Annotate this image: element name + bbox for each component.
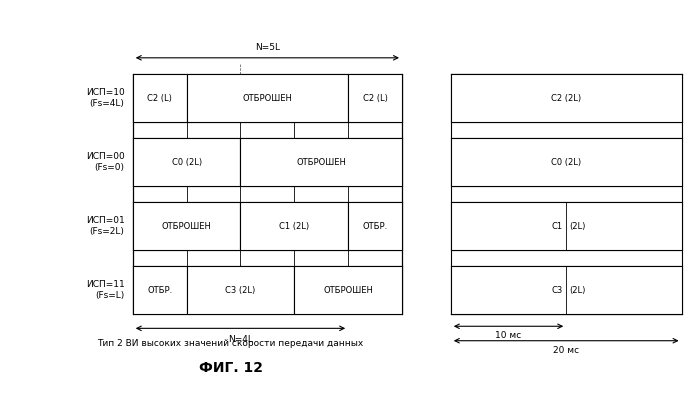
Bar [451,202,682,250]
Bar [451,266,682,314]
Text: C0 (2L): C0 (2L) [551,158,582,166]
Text: ИСП=10
(Fs=4L): ИСП=10 (Fs=4L) [86,88,124,108]
Text: ОТБРОШЕН: ОТБРОШЕН [323,286,373,294]
Bar [133,266,187,314]
Bar [133,202,240,250]
Text: ФИГ. 12: ФИГ. 12 [199,361,263,375]
Text: ОТБРОШЕН: ОТБРОШЕН [161,222,212,230]
Text: C2 (2L): C2 (2L) [551,94,582,102]
Text: ИСП=00
(Fs=0): ИСП=00 (Fs=0) [86,152,124,172]
Text: ОТБР.: ОТБР. [362,222,388,230]
Text: ОТБРОШЕН: ОТБРОШЕН [296,158,346,166]
Text: ОТБРОШЕН: ОТБРОШЕН [243,94,292,102]
Text: ИСП=11
(Fs=L): ИСП=11 (Fs=L) [86,280,124,300]
Bar [348,202,402,250]
Text: 10 мс: 10 мс [496,331,521,340]
Text: C0 (2L): C0 (2L) [171,158,202,166]
Bar [133,138,240,186]
Text: C2 (L): C2 (L) [363,94,387,102]
Text: N=4L: N=4L [228,335,253,344]
Text: 20 мс: 20 мс [553,346,579,355]
Text: ОТБР.: ОТБР. [147,286,173,294]
Text: N=5L: N=5L [255,43,280,52]
Bar [133,74,187,122]
Bar [187,266,294,314]
Text: C2 (L): C2 (L) [147,94,172,102]
Text: C3: C3 [552,286,563,294]
Text: C1: C1 [552,222,563,230]
Text: Тип 2 ВИ высоких значений скорости передачи данных: Тип 2 ВИ высоких значений скорости перед… [98,339,363,348]
Bar [240,202,348,250]
Bar [348,74,402,122]
Bar [240,138,402,186]
Text: (2L): (2L) [570,286,586,294]
Text: C1 (2L): C1 (2L) [279,222,310,230]
Text: ИСП=01
(Fs=2L): ИСП=01 (Fs=2L) [86,216,124,236]
Bar [451,138,682,186]
Text: (2L): (2L) [570,222,586,230]
Text: C3 (2L): C3 (2L) [225,286,256,294]
Bar [187,74,348,122]
Bar [294,266,402,314]
Bar [451,74,682,122]
